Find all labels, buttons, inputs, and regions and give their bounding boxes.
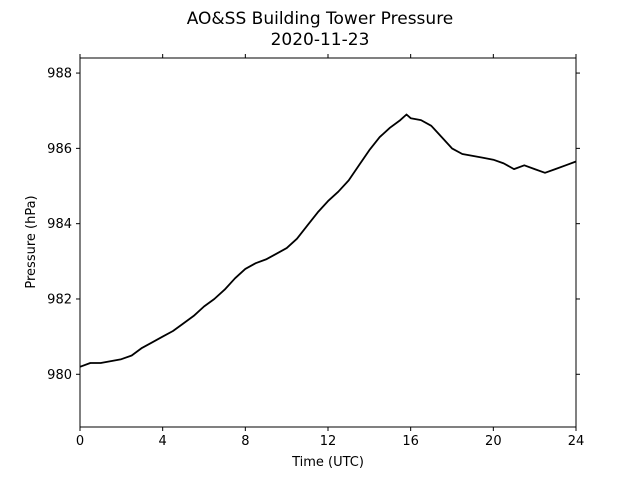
y-tick-label: 988: [47, 67, 72, 82]
pressure-series-line: [79, 113, 577, 368]
x-tick-label: 20: [485, 434, 502, 449]
y-tick-label: 984: [47, 217, 72, 232]
x-axis-label: Time (UTC): [291, 455, 364, 470]
x-axis: 0 4 8 12 16 20 24: [76, 54, 584, 449]
x-tick-label: 8: [241, 434, 249, 449]
chart-subtitle: 2020-11-23: [271, 30, 370, 50]
x-tick-label: 24: [568, 434, 585, 449]
y-axis: 980 982 984 986 988: [47, 67, 580, 383]
y-tick-label: 986: [47, 142, 72, 157]
chart-title: AO&SS Building Tower Pressure: [187, 9, 454, 29]
x-tick-label: 12: [320, 434, 337, 449]
y-tick-label: 980: [47, 368, 72, 383]
y-axis-label: Pressure (hPa): [24, 195, 39, 288]
x-tick-label: 16: [402, 434, 419, 449]
plot-frame: [79, 57, 577, 428]
y-tick-label: 982: [47, 292, 72, 307]
x-tick-label: 4: [159, 434, 167, 449]
x-tick-label: 0: [76, 434, 84, 449]
